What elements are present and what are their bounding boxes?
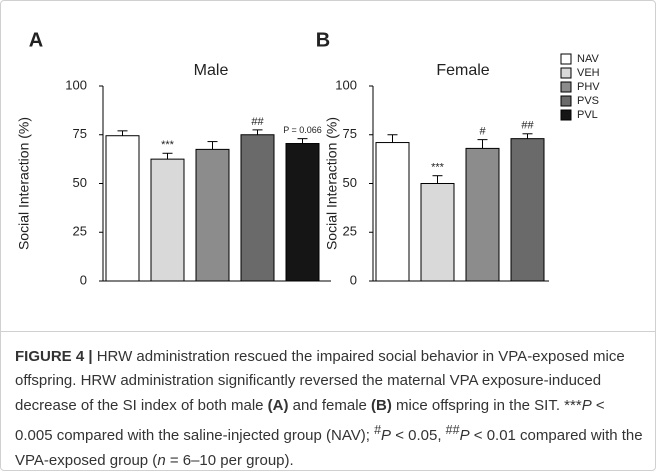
bar: [105, 135, 140, 282]
annotation: #: [479, 126, 486, 138]
annotation: P = 0.066: [283, 125, 322, 135]
caption-text: < 0.01 compared with the VPA-exposed gro…: [15, 427, 643, 469]
legend-label: PVL: [577, 109, 598, 121]
y-tick-label: 50: [343, 175, 357, 190]
panel-letter: A: [29, 29, 43, 51]
legend-label: PHV: [577, 81, 600, 93]
bar: [195, 148, 230, 282]
caption-text: P: [459, 427, 470, 445]
separator: [1, 331, 655, 332]
annotation: ***: [161, 139, 175, 151]
y-tick-label: 75: [343, 126, 357, 141]
caption-text: P: [381, 427, 392, 445]
y-tick-label: 0: [80, 272, 87, 287]
caption-text: (B): [371, 396, 392, 414]
caption-text: < 0.05,: [391, 427, 446, 445]
legend-swatch: [560, 67, 572, 79]
caption-text: = 6–10 per group).: [165, 451, 294, 469]
bar: [465, 147, 500, 282]
charts: A Male Social Interaction (%) 0 25 50 75 100 ***…: [16, 29, 601, 287]
legend-swatch: [560, 109, 572, 121]
y-tick-label: 25: [343, 224, 357, 239]
legend-swatch: [560, 53, 572, 65]
chart-title: Male: [194, 62, 229, 79]
y-axis-label: Social Interaction (%): [324, 117, 340, 250]
bar: [420, 183, 455, 282]
y-tick-label: 0: [350, 272, 357, 287]
legend-swatch: [560, 81, 572, 93]
bar: [375, 142, 410, 282]
caption-text: (A): [267, 396, 289, 414]
bar: [240, 134, 275, 282]
legend-swatch: [560, 95, 572, 107]
y-tick-label: 75: [73, 126, 87, 141]
caption-text: mice offspring in the SIT. ***: [391, 396, 582, 414]
caption-text: n: [157, 451, 166, 469]
caption-text: ##: [445, 423, 460, 438]
bar: [285, 143, 320, 282]
legend-label: PVS: [577, 95, 599, 107]
caption-text: #: [374, 423, 382, 438]
y-axis-label: Social Interaction (%): [16, 117, 32, 250]
chart-title: Female: [436, 62, 489, 79]
panel-letter: B: [316, 29, 330, 51]
caption-text: P: [581, 396, 592, 414]
annotation: ***: [431, 162, 445, 174]
y-tick-label: 100: [65, 77, 87, 92]
caption-text: HRW administration rescued the impaired …: [15, 348, 625, 414]
y-tick-label: 50: [73, 175, 87, 190]
bar: [510, 138, 545, 282]
y-tick-label: 100: [335, 77, 357, 92]
legend-label: VEH: [577, 67, 600, 79]
annotation: ##: [521, 120, 534, 132]
bar: [150, 158, 185, 282]
caption-text: < 0.005 compared with the saline-injecte…: [15, 396, 605, 445]
y-tick-label: 25: [73, 224, 87, 239]
caption-label: FIGURE 4 |: [15, 348, 93, 365]
caption-text: and female: [288, 396, 372, 414]
caption: FIGURE 4 | HRW administration rescued th…: [15, 345, 643, 473]
annotation: ##: [251, 116, 264, 128]
legend-label: NAV: [577, 53, 599, 65]
